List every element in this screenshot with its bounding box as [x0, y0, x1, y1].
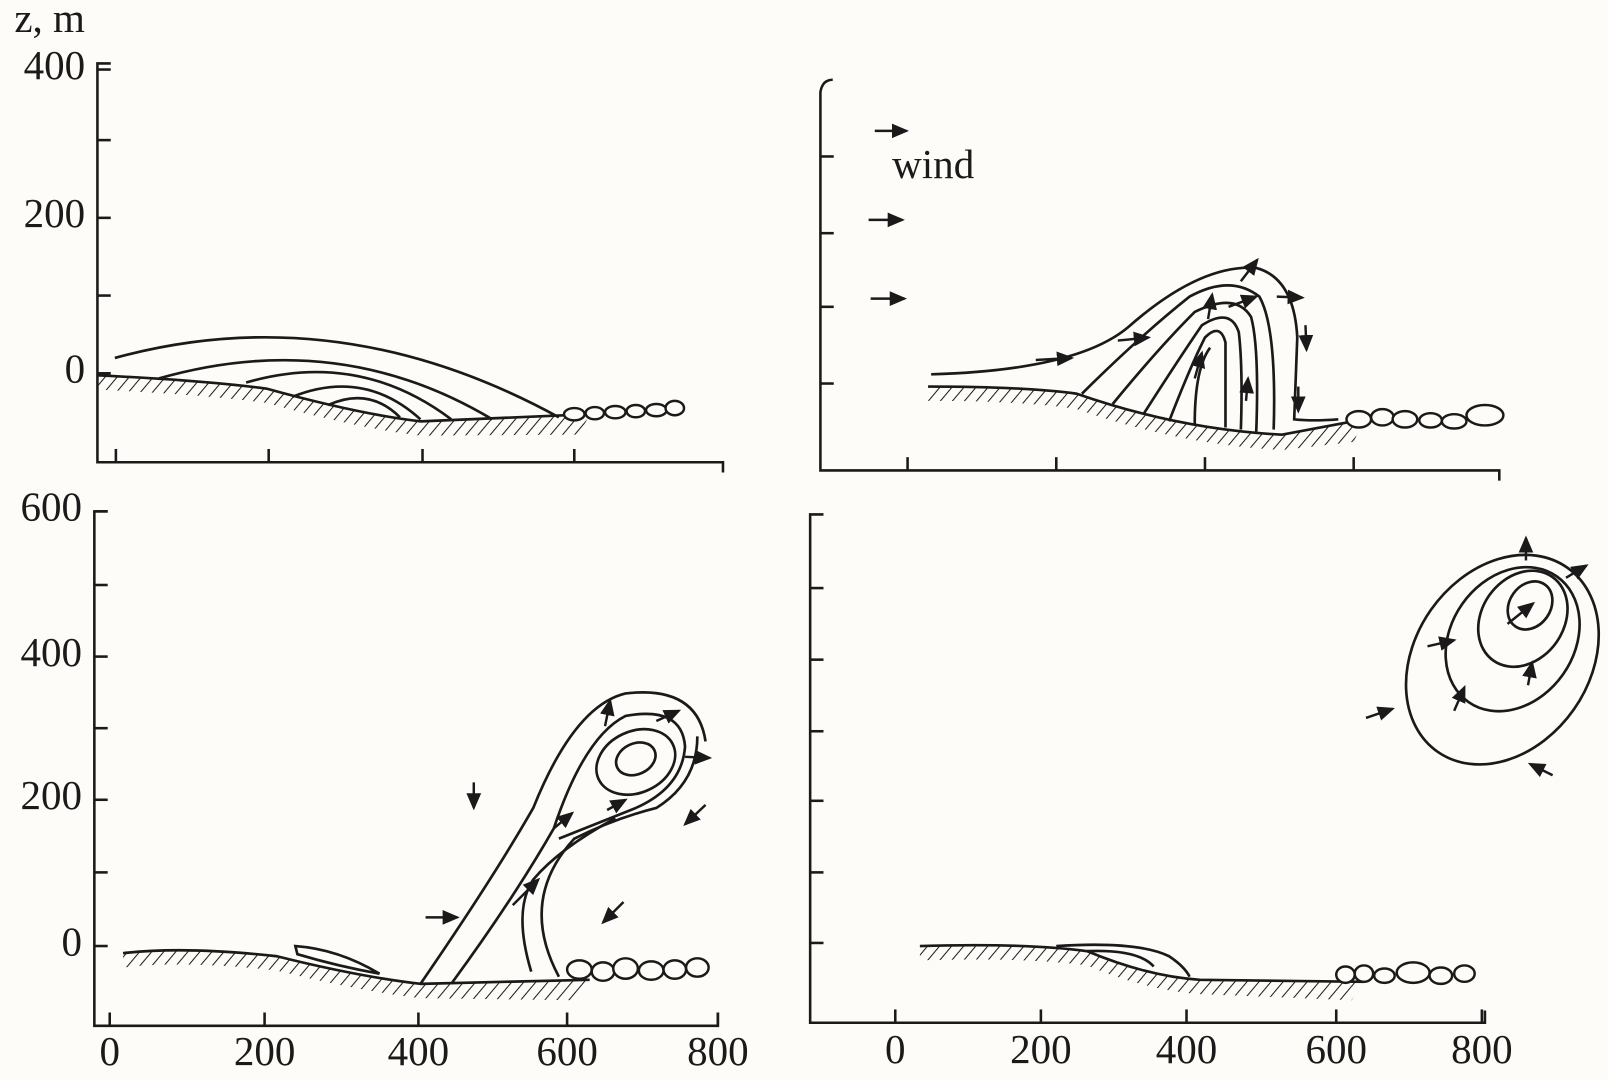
flow-line	[1080, 284, 1276, 430]
panel-c-drawing	[122, 691, 713, 1001]
axes	[93, 62, 1501, 1028]
y-tick-label: 600	[21, 484, 83, 530]
y-tick-label: 0	[62, 918, 83, 964]
flow-arrow	[552, 811, 575, 830]
ground	[928, 385, 1365, 436]
flow-loop	[1404, 553, 1601, 766]
y-tick-label: 400	[21, 629, 83, 675]
x-tick-label: 200	[234, 1028, 296, 1074]
flow-arrow	[1117, 331, 1152, 347]
debris	[562, 399, 686, 422]
x-tick-label: 200	[1010, 1026, 1072, 1072]
flow-arrow	[684, 749, 713, 765]
debris	[1345, 403, 1505, 430]
flow-arrow	[1239, 375, 1255, 402]
debris	[565, 957, 710, 983]
flow-line	[291, 385, 422, 421]
flow-arrow	[1365, 706, 1395, 721]
x-tick-label: 600	[1305, 1026, 1367, 1072]
panel-a-drawing	[97, 336, 686, 436]
flow-lobe	[293, 944, 381, 975]
flow-arrow	[1506, 601, 1536, 625]
flow-arrow	[1190, 350, 1206, 379]
flow-arrow	[1202, 292, 1218, 320]
flow-line	[521, 817, 616, 972]
flow-arrow	[683, 803, 707, 827]
flow-arrow	[1228, 294, 1259, 309]
flow-loop	[1506, 580, 1554, 631]
y-tick-label: 200	[24, 190, 86, 236]
x-tick-label: 800	[1451, 1026, 1513, 1072]
x-tick-label: 400	[388, 1028, 450, 1074]
flow-arrow	[1565, 564, 1589, 580]
flow-loop	[614, 741, 657, 777]
panel-d-drawing	[919, 535, 1601, 1001]
ground-hatch	[919, 945, 1364, 1001]
x-tick-label: 400	[1156, 1026, 1218, 1072]
panel-c-axes	[93, 510, 720, 1028]
wind-label: wind	[892, 141, 974, 187]
flow-line	[1142, 316, 1243, 430]
flow-arrow	[655, 709, 682, 724]
flow-line	[1111, 301, 1259, 432]
flow-arrow	[1276, 289, 1305, 305]
flow-line	[1056, 943, 1191, 978]
x-tick-label: 0	[99, 1028, 120, 1074]
flow-arrow	[511, 877, 541, 906]
ground	[122, 948, 590, 986]
panel-b-axes	[819, 78, 1501, 481]
ground-hatch	[123, 950, 590, 1001]
flow-arrow	[1451, 685, 1466, 712]
flow-arrow	[1527, 762, 1554, 778]
y-tick-label: 400	[24, 42, 86, 88]
flow-line	[158, 358, 493, 421]
flow-arrow	[601, 901, 625, 925]
debris	[1335, 961, 1476, 986]
flow-arrow	[1239, 257, 1259, 282]
y-tick-label: 0	[65, 346, 86, 392]
flow-arrow	[1522, 660, 1537, 686]
flow-line	[1086, 949, 1155, 968]
flow-line	[419, 691, 707, 985]
x-tick-label: 600	[536, 1028, 598, 1074]
panel-d-axes	[808, 513, 1487, 1025]
flow-arrow	[1298, 325, 1314, 353]
flow-arrow	[1035, 351, 1075, 367]
flow-loop	[1444, 565, 1581, 713]
ground-hatch	[928, 386, 1364, 450]
panel-a-axes	[96, 62, 725, 473]
ground	[919, 943, 1364, 984]
panel-b-drawing	[868, 123, 1505, 450]
y-axis-label: z, m	[14, 0, 85, 41]
flow-line	[1167, 329, 1227, 428]
flow-line	[114, 336, 560, 419]
flow-loop	[595, 727, 677, 797]
flow-line	[450, 712, 687, 985]
flow-loop	[1476, 569, 1569, 669]
flow-arrow	[600, 698, 615, 727]
ground-hatch	[97, 375, 590, 436]
x-tick-label: 800	[687, 1028, 749, 1074]
flow-line	[327, 396, 401, 419]
flow-arrow	[606, 798, 628, 814]
flow-line	[245, 370, 453, 421]
flow-line	[1193, 346, 1212, 425]
y-tick-label: 200	[21, 772, 83, 818]
flow-arrow	[1427, 636, 1457, 651]
x-tick-label: 0	[885, 1026, 906, 1072]
